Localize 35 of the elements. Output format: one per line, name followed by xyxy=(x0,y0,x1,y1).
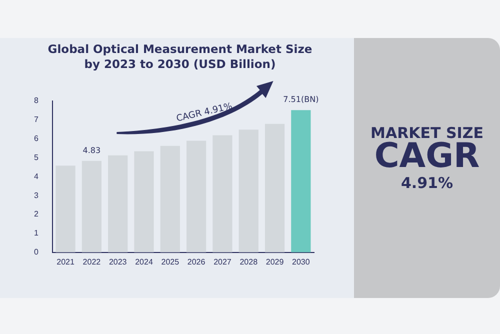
y-tick-label: 8 xyxy=(34,96,39,106)
y-tick-label: 0 xyxy=(34,248,39,257)
bar xyxy=(108,155,128,252)
chart-title: Global Optical Measurement Market Size by 2023 to 2030 (USD Billion) xyxy=(46,42,314,72)
y-tick-label: 5 xyxy=(34,152,39,162)
y-tick-label: 1 xyxy=(34,228,39,238)
y-tick-label: 2 xyxy=(34,210,39,219)
y-tick-label: 6 xyxy=(34,134,39,143)
x-tick-label: 2024 xyxy=(135,257,154,266)
y-tick-label: 3 xyxy=(34,190,39,200)
bar xyxy=(56,166,76,252)
bar xyxy=(82,160,102,252)
bar xyxy=(212,135,232,252)
bar xyxy=(264,124,285,252)
x-tick-label: 2030 xyxy=(292,257,310,266)
data-label: 7.51(BN) xyxy=(283,95,319,104)
x-tick-label: 2022 xyxy=(82,257,102,266)
text: MARKET SIZE xyxy=(370,124,484,142)
y-tick-label: 7 xyxy=(34,114,39,124)
x-tick-label: 2028 xyxy=(240,257,258,266)
x-tick-label: 2023 xyxy=(108,257,128,266)
bar xyxy=(186,140,206,252)
annotation: CAGR 4.91% xyxy=(176,102,234,124)
y-tick-label: 4 xyxy=(34,172,39,181)
x-tick-label: 2027 xyxy=(214,257,232,266)
x-tick-label: 2025 xyxy=(161,257,180,266)
bar xyxy=(160,146,180,252)
bar xyxy=(134,151,154,252)
x-tick-label: 2029 xyxy=(266,257,284,266)
text: 4.91% xyxy=(400,174,454,192)
x-tick-label: 2026 xyxy=(187,257,206,266)
x-tick-label: 2021 xyxy=(56,257,75,266)
bar xyxy=(291,110,311,252)
bar xyxy=(238,130,258,252)
data-label: 4.83 xyxy=(82,146,101,155)
